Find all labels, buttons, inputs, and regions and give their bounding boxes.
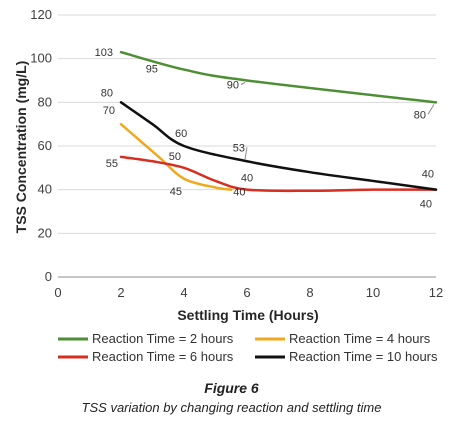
x-tick-label-2: 4 [180,285,187,300]
legend-label-0: Reaction Time = 2 hours [92,331,234,346]
y-axis-title: TSS Concentration (mg/L) [13,61,29,234]
data-label-2-2: 40 [241,173,253,185]
data-labels: 103 95 90 80 70 45 40 55 50 40 40 80 60 53 40 [95,47,435,211]
gridlines [58,14,436,234]
data-label-0-1: 95 [146,63,158,75]
data-label-1-2: 40 [233,187,245,199]
y-tick-label-4: 80 [38,94,52,109]
y-tick-label-6: 120 [30,7,52,22]
data-label-3-0: 80 [101,87,113,99]
figure-caption: TSS variation by changing reaction and s… [81,400,382,415]
legend-label-3: Reaction Time = 10 hours [289,349,438,364]
legend-label-1: Reaction Time = 4 hours [289,331,431,346]
data-label-leader-0-3 [427,104,435,115]
y-tick-label-5: 100 [30,51,52,66]
x-tick-label-1: 2 [117,285,124,300]
legend: Reaction Time = 2 hours Reaction Time = 4… [58,331,438,364]
data-label-3-3: 40 [422,169,434,181]
x-tick-labels: 0 2 4 6 8 10 12 [54,285,443,300]
data-label-3-2: 53 [233,142,245,154]
y-tick-label-3: 60 [38,138,52,153]
y-tick-label-0: 0 [45,269,52,284]
data-label-0-3: 80 [414,109,426,121]
data-label-1-1: 45 [170,186,182,198]
series-line-1 [119,122,233,191]
data-label-0-0: 103 [95,47,113,59]
series-line-3 [119,101,438,191]
data-label-2-1: 50 [169,151,181,163]
series-line-2 [119,155,438,193]
series-lines [119,50,438,193]
data-label-3-1: 60 [175,128,187,140]
data-label-leader-3-2 [244,147,248,160]
x-tick-label-3: 6 [243,285,250,300]
y-tick-labels: 0 20 40 60 80 100 120 [30,7,52,284]
y-tick-label-1: 20 [38,225,52,240]
line-chart: 0 20 40 60 80 100 120 0 2 4 6 8 10 12 103 95 90 80 70 45 4… [13,7,443,364]
figure-title: Figure 6 [204,380,259,396]
y-tick-label-2: 40 [38,182,52,197]
x-axis-title: Settling Time (Hours) [177,307,318,323]
x-tick-label-0: 0 [54,285,61,300]
data-label-2-3: 40 [420,199,432,211]
data-label-1-0: 70 [103,105,115,117]
data-label-0-2: 90 [227,80,239,92]
x-tick-label-4: 8 [306,285,313,300]
series-line-0 [119,50,438,104]
x-tick-label-5: 10 [366,285,380,300]
data-label-leader-0-2 [240,82,246,85]
data-label-2-0: 55 [106,158,118,170]
legend-label-2: Reaction Time = 6 hours [92,349,234,364]
x-tick-label-6: 12 [429,285,443,300]
